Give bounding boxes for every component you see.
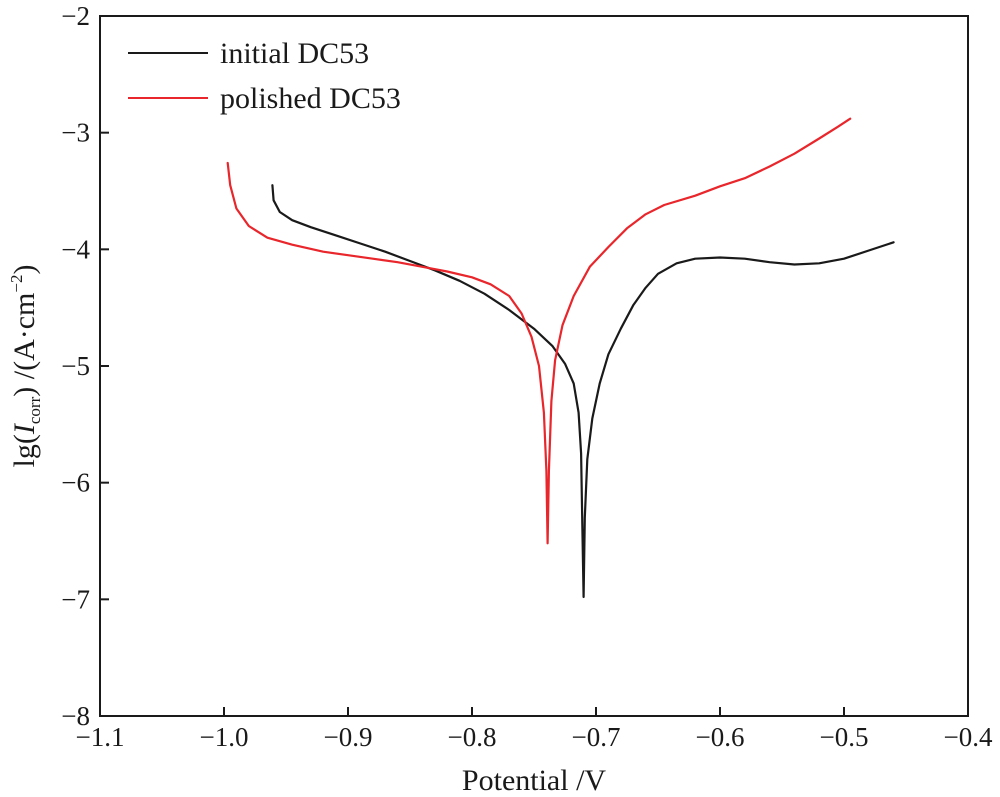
x-tick-label: −1.1 <box>76 722 125 752</box>
legend-label-polished: polished DC53 <box>220 82 401 115</box>
y-tick-label: −2 <box>61 1 90 31</box>
y-tick-label: −8 <box>61 701 90 731</box>
legend: initial DC53 polished DC53 <box>128 37 401 115</box>
series-line-initial <box>271 184 895 599</box>
x-axis-title: Potential /V <box>462 764 606 797</box>
x-tick-label: −0.9 <box>324 722 373 752</box>
plot-frame <box>99 15 969 717</box>
x-tick-label: −0.8 <box>448 722 497 752</box>
tick-labels: −1.1 −1.0 −0.9 −0.8 −0.7 −0.6 −0.5 −0.4 −8 −7 −6 −5… <box>61 1 993 752</box>
x-tick-label: −1.0 <box>200 722 249 752</box>
x-tick-label: −0.6 <box>696 722 745 752</box>
y-tick-label: −7 <box>61 584 90 614</box>
x-tick-label: −0.4 <box>944 722 993 752</box>
y-axis-title: lg(Icorr) /(A·cm−2) <box>7 265 44 468</box>
y-tick-label: −5 <box>61 351 90 381</box>
x-tick-label: −0.5 <box>820 722 869 752</box>
legend-label-initial: initial DC53 <box>220 37 369 70</box>
series-layer <box>226 117 895 599</box>
y-tick-label: −6 <box>61 468 90 498</box>
axis-ticks <box>99 15 969 717</box>
series-line-polished <box>226 117 852 545</box>
x-tick-label: −0.7 <box>572 722 621 752</box>
y-tick-label: −4 <box>61 234 90 264</box>
y-tick-label: −3 <box>61 118 90 148</box>
